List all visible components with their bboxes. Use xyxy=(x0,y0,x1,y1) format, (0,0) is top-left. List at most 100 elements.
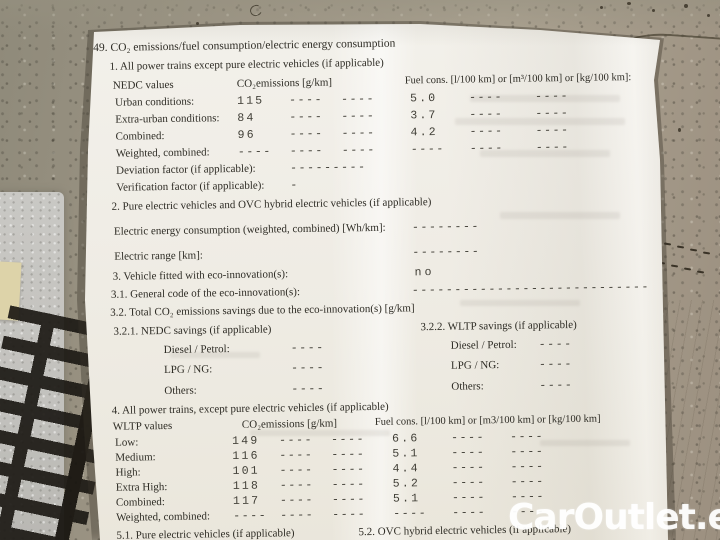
cell-value: ---- xyxy=(451,476,486,490)
cell-value: ---- xyxy=(289,110,324,125)
row-label: Electric energy consumption (weighted, c… xyxy=(113,221,386,238)
cell-value: ---- xyxy=(538,357,574,372)
cell-value: ---- xyxy=(289,127,324,142)
cell-value: ---- xyxy=(469,107,504,122)
cell-value: ---- xyxy=(534,90,570,104)
cell-value: 149 xyxy=(232,434,260,449)
cell-value: ---- xyxy=(469,124,504,139)
nedc-savings-heading: 3.2.1. NEDC savings (if applicable) xyxy=(113,323,272,338)
cell-value: ---- xyxy=(510,475,545,489)
wltp-savings-heading: 3.2.2. WLTP savings (if applicable) xyxy=(420,318,577,334)
cell-value: 5.0 xyxy=(409,91,438,106)
bleed-through xyxy=(455,118,625,125)
page-title: 49. CO₂ emissions/fuel consumption/elect… xyxy=(93,37,396,55)
cell-value: ---- xyxy=(451,491,487,505)
cell-value: ---- xyxy=(450,431,486,445)
row-label: Others: xyxy=(451,380,484,393)
co2-emissions-header: CO₂emissions [g/km] xyxy=(241,417,338,431)
row-label: Extra High: xyxy=(115,481,168,494)
cell-value: ---- xyxy=(331,493,367,507)
row-label: 3.1. General code of the eco-innovation(… xyxy=(110,286,301,301)
cell-value: ---- xyxy=(452,506,487,520)
cell-value: 101 xyxy=(232,464,260,479)
row-label: Others: xyxy=(164,384,197,398)
cell-value: 3.7 xyxy=(410,108,438,123)
cell-value: --------- xyxy=(289,161,367,176)
cell-value: ---- xyxy=(233,509,268,524)
cell-value: ---- xyxy=(535,107,570,121)
row-label: Deviation factor (if applicable): xyxy=(115,162,256,177)
bleed-through xyxy=(540,440,630,446)
cell-value: ---- xyxy=(451,446,486,460)
cell-value: 96 xyxy=(237,128,256,142)
row-label: LPG / NG: xyxy=(163,363,213,377)
cell-value: 116 xyxy=(232,449,260,464)
table-row: Electric energy consumption (weighted, c… xyxy=(0,217,719,244)
fuel-cons-header: Fuel cons. [l/100 km] or [m3/100 km] or … xyxy=(374,413,601,428)
cell-value: ---- xyxy=(290,361,326,376)
row-label: LPG / NG: xyxy=(450,359,500,372)
cell-value: ---- xyxy=(535,124,570,138)
cell-value: ---- xyxy=(510,460,545,474)
cell-value: ---- xyxy=(331,478,366,492)
section5-1-heading: 5.1. Pure electric vehicles (if applicab… xyxy=(116,527,295,540)
cell-value: 5.2 xyxy=(392,477,421,491)
bleed-through xyxy=(480,150,610,157)
cell-value: 5.1 xyxy=(392,447,420,461)
cell-value: ---- xyxy=(341,143,376,158)
cell-value: ---- xyxy=(451,461,486,475)
bleed-through xyxy=(500,212,620,219)
bleed-through xyxy=(460,300,580,306)
row-label: Verification factor (if applicable): xyxy=(116,179,265,194)
cell-value: 6.6 xyxy=(392,432,420,446)
cell-value: ---- xyxy=(279,493,315,508)
cell-value: ---- xyxy=(280,508,315,523)
cell-value: ---- xyxy=(279,433,314,448)
cell-value: ---- xyxy=(288,93,324,108)
cell-value: 84 xyxy=(237,111,256,125)
nedc-values-header: NEDC values xyxy=(112,78,174,92)
fuel-cons-header: Fuel cons. [l/100 km] or [m³/100 km] or … xyxy=(404,72,632,87)
cell-value: ---- xyxy=(539,378,574,393)
cell-value: ---- xyxy=(331,463,366,477)
row-label: Extra-urban conditions: xyxy=(115,112,220,126)
speck xyxy=(627,2,631,5)
speck xyxy=(652,9,655,12)
section4-heading: 4. All power trains, except pure electri… xyxy=(111,400,389,417)
cell-value: ---- xyxy=(535,141,570,155)
cell-value: 117 xyxy=(232,494,261,509)
cell-value: ---- xyxy=(340,92,376,107)
cell-value: ---- xyxy=(279,448,314,463)
speck xyxy=(600,6,603,9)
row-label: Medium: xyxy=(115,451,156,464)
cell-value: ---- xyxy=(289,144,324,159)
cell-value: ---- xyxy=(279,478,314,493)
cell-value: - xyxy=(290,179,299,193)
bleed-through xyxy=(250,430,390,436)
co2-emissions-header: CO₂emissions [g/km] xyxy=(236,76,333,90)
cell-value: 5.1 xyxy=(392,492,421,506)
cell-value: ---- xyxy=(393,507,428,521)
cell-value: ---- xyxy=(290,341,325,356)
row-label: Urban conditions: xyxy=(114,95,195,109)
caroutlet-watermark: CarOutlet.eu xyxy=(508,497,720,538)
cell-value: 4.4 xyxy=(392,462,420,476)
eco-innovation-value: no xyxy=(414,266,435,280)
speck xyxy=(684,4,688,8)
row-label: Weighted, combined: xyxy=(116,510,211,524)
cell-value: ---- xyxy=(291,382,326,397)
cell-value: ---- xyxy=(469,141,504,156)
cell-value: ---- xyxy=(332,508,367,522)
row-label: Diesel / Petrol: xyxy=(163,343,230,357)
speck xyxy=(678,128,681,132)
row-label: Electric range [km]: xyxy=(114,249,204,263)
speck xyxy=(196,22,199,25)
cell-value: 115 xyxy=(236,94,265,108)
cell-value: ---- xyxy=(410,142,445,157)
cell-value: 4.2 xyxy=(410,125,438,140)
cell-value: ---- xyxy=(331,433,366,447)
section2-heading: 2. Pure electric vehicles and OVC hybrid… xyxy=(111,196,432,213)
cell-value: ---- xyxy=(509,430,545,444)
